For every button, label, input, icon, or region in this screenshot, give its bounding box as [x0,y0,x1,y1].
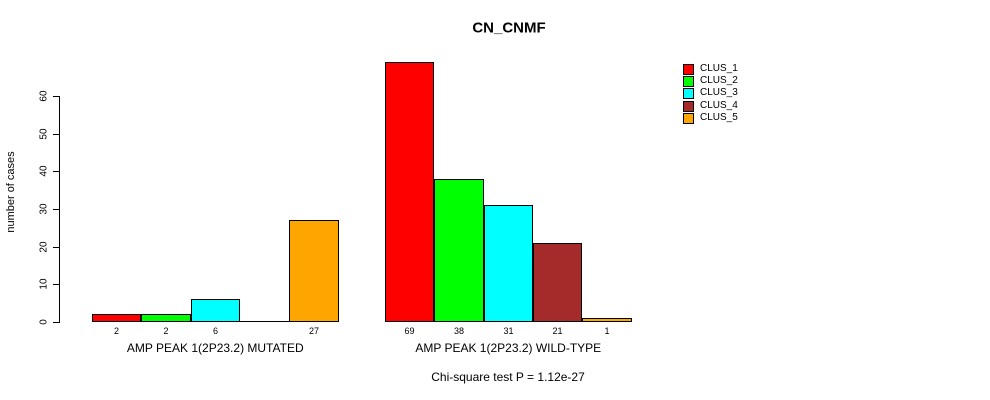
group-label: AMP PEAK 1(2P23.2) MUTATED [126,341,304,355]
bar-clus_3 [191,299,240,322]
legend-label: CLUS_5 [700,112,738,123]
legend-label: CLUS_4 [700,100,738,111]
bar-value-label: 31 [503,326,514,336]
y-tick-label: 50 [38,128,50,140]
bar-clus_4 [533,243,582,322]
bar-clus_2 [141,314,191,322]
legend-label: CLUS_1 [700,63,738,74]
bar-clus_3 [484,205,533,322]
y-tick-mark [53,208,59,210]
y-tick-label: 60 [38,90,50,102]
legend-item-clus_4: CLUS_4 [683,100,738,112]
bar-value-label: 1 [604,326,610,336]
y-tick-label: 40 [38,165,50,177]
bar-clus_1 [385,62,434,322]
y-tick-label: 10 [38,278,50,290]
bar-value-label: 2 [163,326,169,336]
y-tick-label: 20 [38,241,50,253]
bar-value-label: 2 [113,326,120,336]
y-tick-mark [53,171,59,173]
y-axis-line [59,95,60,323]
y-axis-title: number of cases [5,151,17,233]
y-tick-label: 30 [38,203,50,215]
bar-clus_5 [582,318,632,322]
y-tick-mark [53,284,59,286]
chi-square-note: Chi-square test P = 1.12e-27 [431,370,585,384]
bar-value-label: 6 [212,326,219,336]
legend-item-clus_3: CLUS_3 [683,87,738,99]
legend-item-clus_2: CLUS_2 [683,75,738,87]
legend-item-clus_5: CLUS_5 [683,112,738,124]
legend-swatch-icon [683,75,694,87]
y-tick-mark [53,322,59,323]
bar-value-label: 27 [308,326,320,336]
legend-swatch-icon [683,87,694,99]
bar-clus_4-zero [240,321,289,322]
group-label: AMP PEAK 1(2P23.2) WILD-TYPE [415,341,602,355]
legend-label: CLUS_2 [700,75,738,86]
bar-clus_2 [434,179,484,322]
bar-value-label: 69 [404,326,415,336]
bar-value-label: 21 [552,326,563,336]
legend-swatch-icon [683,112,694,124]
bar-clus_1 [92,314,141,322]
bar-clus_5 [289,220,339,322]
y-tick-mark [53,95,59,97]
y-tick-mark [53,133,59,135]
y-tick-mark [53,246,59,248]
legend-item-clus_1: CLUS_1 [683,63,738,75]
legend-swatch-icon [683,63,694,75]
legend-label: CLUS_3 [700,87,738,98]
y-tick-label: 0 [38,319,50,325]
chart-title: CN_CNMF [472,19,546,37]
legend-swatch-icon [683,100,694,112]
bar-value-label: 38 [453,326,465,336]
